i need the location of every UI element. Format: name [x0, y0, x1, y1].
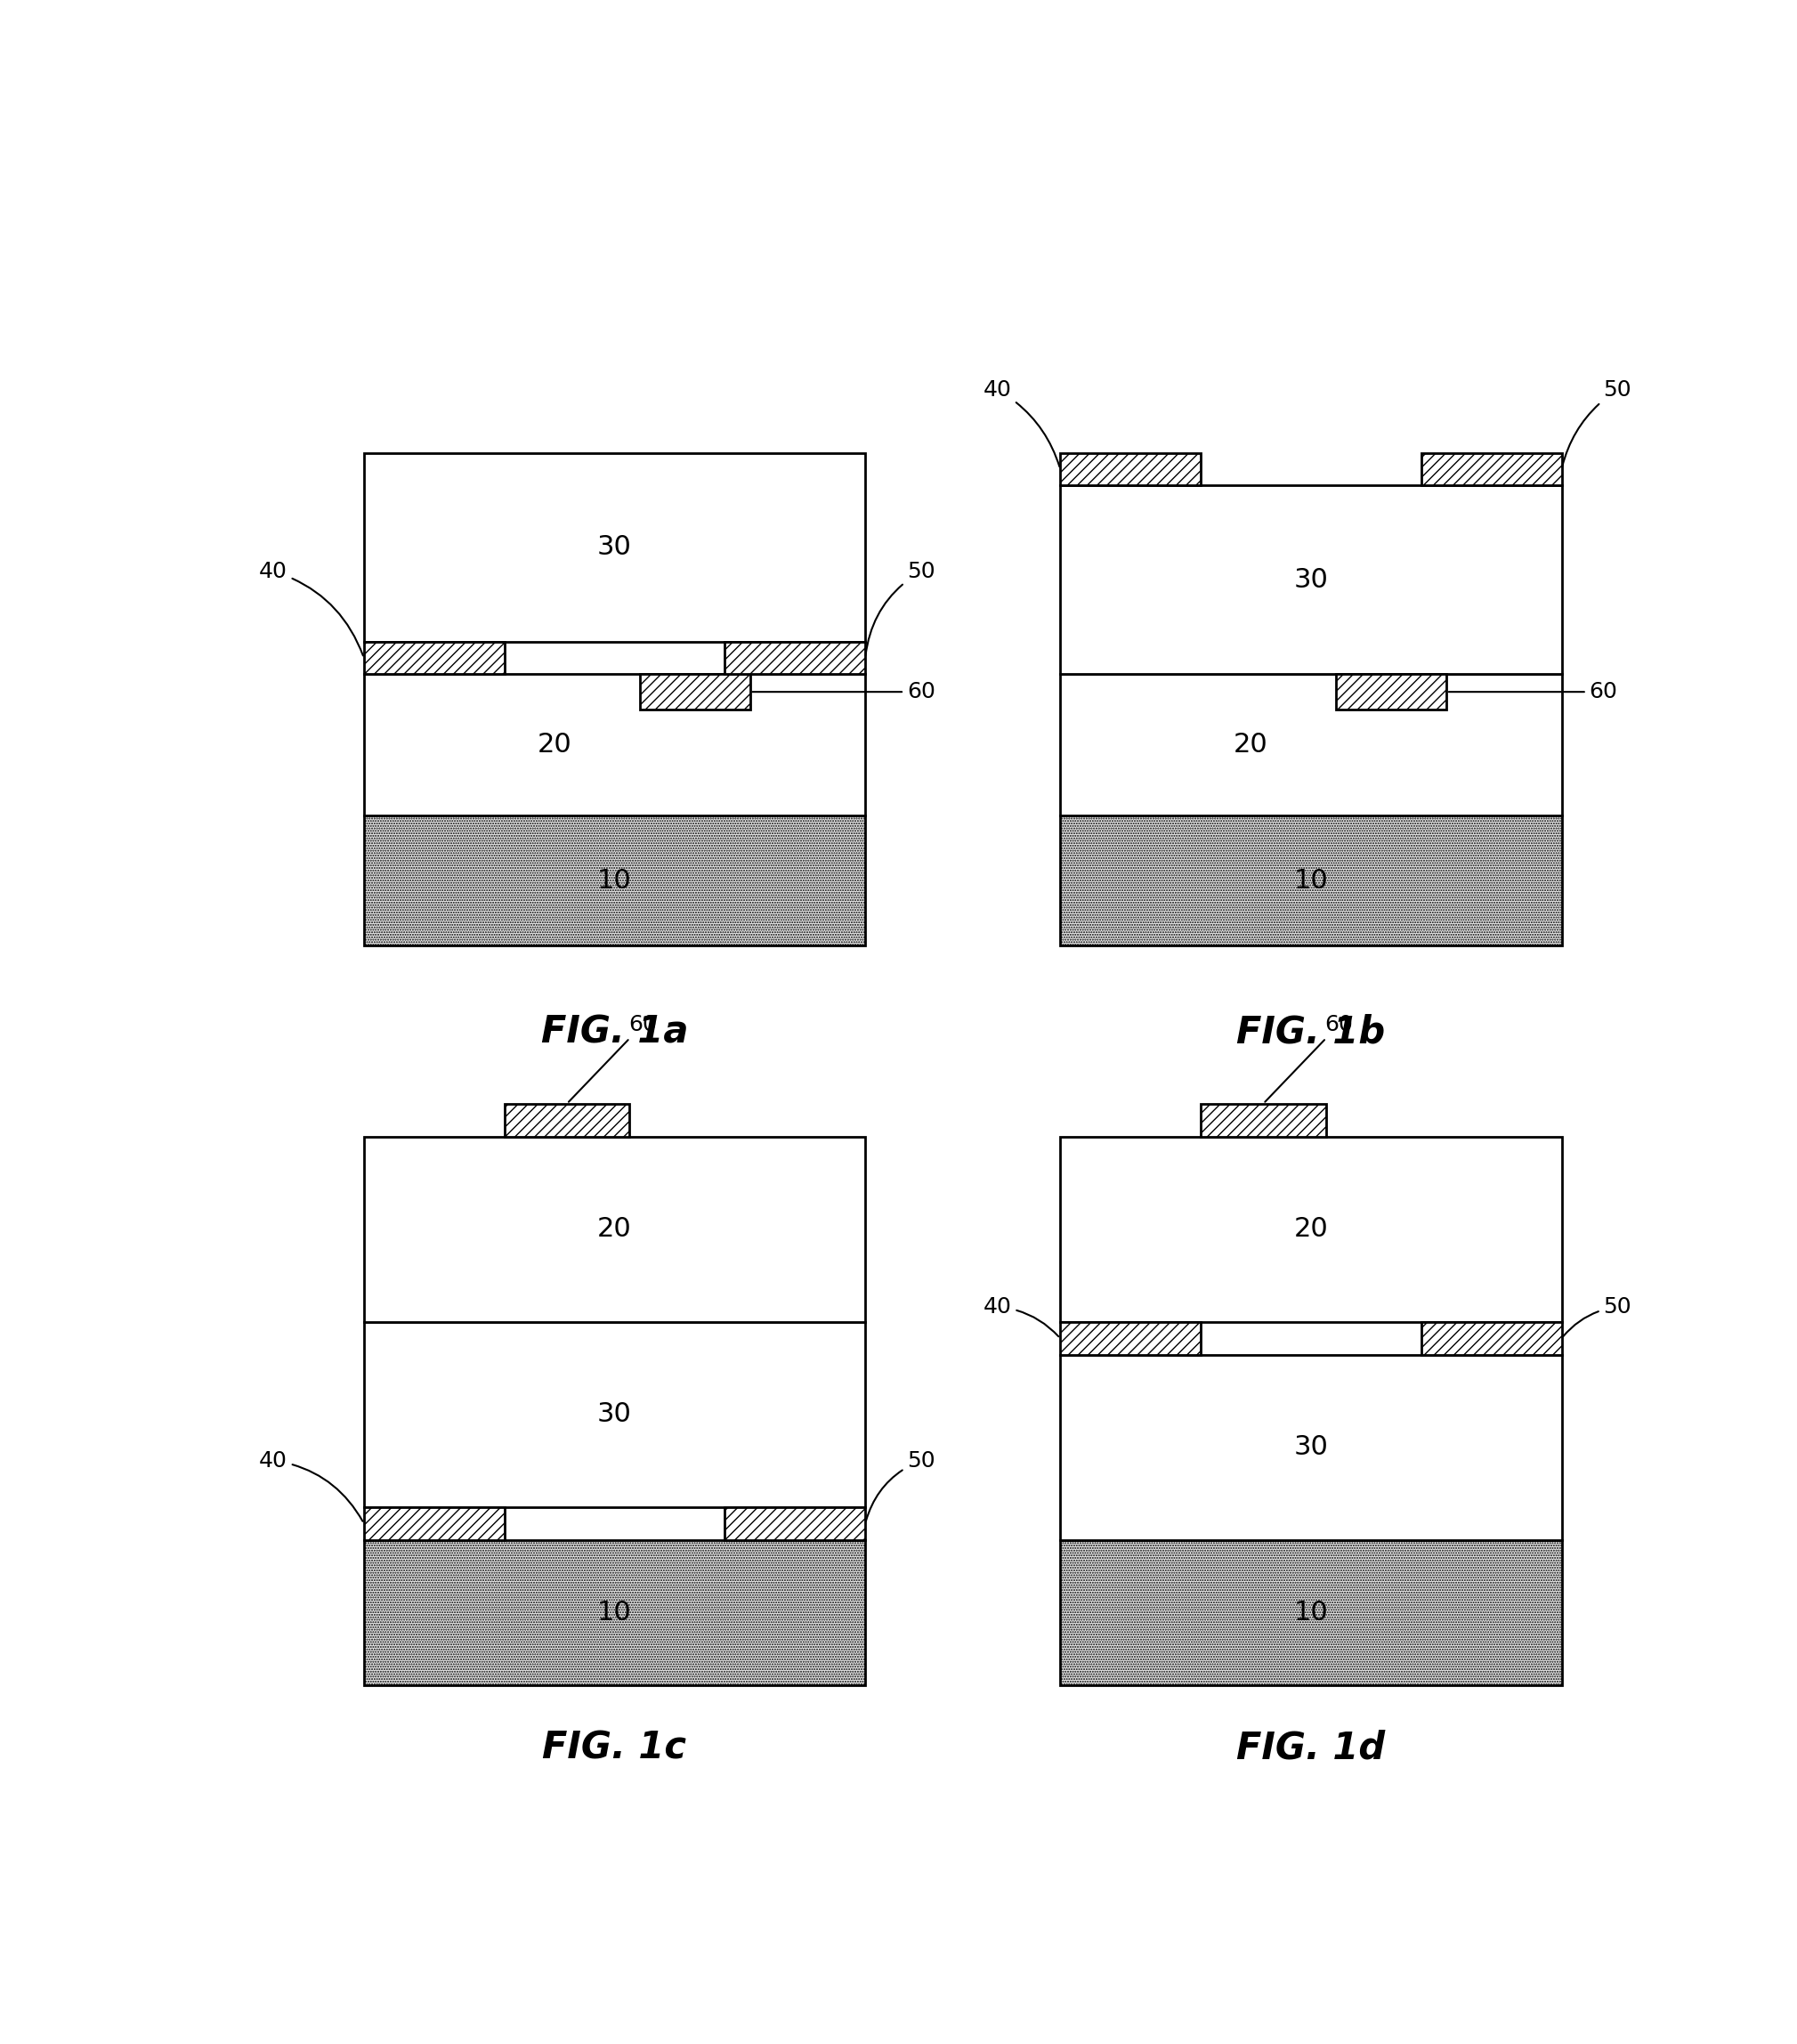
Text: 10: 10: [1294, 1600, 1328, 1625]
Text: 10: 10: [597, 869, 633, 893]
Text: 50: 50: [1563, 1296, 1632, 1337]
Text: 50: 50: [866, 1449, 934, 1521]
Bar: [1060, 816, 1562, 946]
Bar: [1335, 675, 1447, 709]
Bar: [365, 454, 866, 642]
Text: 50: 50: [866, 560, 934, 656]
Bar: [365, 1506, 505, 1539]
Text: 40: 40: [983, 1296, 1058, 1337]
Bar: [724, 1506, 866, 1539]
Bar: [365, 675, 866, 816]
Bar: [365, 1136, 866, 1322]
Bar: [365, 642, 505, 675]
Text: FIG. 1b: FIG. 1b: [1236, 1014, 1385, 1051]
Bar: [1200, 1104, 1326, 1136]
Text: 10: 10: [1294, 869, 1328, 893]
Text: 30: 30: [597, 533, 633, 560]
Bar: [1060, 1355, 1562, 1539]
Text: 40: 40: [983, 380, 1060, 466]
Bar: [1421, 454, 1562, 484]
Bar: [365, 1539, 866, 1686]
Text: 30: 30: [597, 1402, 633, 1427]
Bar: [1060, 1539, 1562, 1686]
Bar: [365, 1322, 866, 1506]
Text: FIG. 1c: FIG. 1c: [543, 1729, 686, 1766]
Bar: [505, 1104, 629, 1136]
Text: 30: 30: [1294, 566, 1328, 593]
Bar: [1060, 484, 1562, 675]
Text: 20: 20: [537, 732, 571, 758]
Text: 60: 60: [1448, 681, 1617, 703]
Text: 60: 60: [568, 1014, 656, 1102]
Text: 20: 20: [597, 1216, 633, 1243]
Bar: [1421, 1322, 1562, 1355]
Text: FIG. 1a: FIG. 1a: [541, 1014, 688, 1051]
Bar: [640, 675, 749, 709]
Bar: [1060, 1136, 1562, 1322]
Text: 40: 40: [259, 1449, 363, 1521]
Text: 60: 60: [1265, 1014, 1353, 1102]
Text: FIG. 1d: FIG. 1d: [1236, 1729, 1385, 1766]
Bar: [1060, 675, 1562, 816]
Bar: [1060, 454, 1200, 484]
Bar: [724, 642, 866, 675]
Text: 20: 20: [1294, 1216, 1328, 1243]
Text: 20: 20: [1233, 732, 1269, 758]
Text: 50: 50: [1562, 380, 1632, 466]
Bar: [365, 816, 866, 946]
Text: 40: 40: [259, 560, 363, 656]
Text: 10: 10: [597, 1600, 633, 1625]
Text: 60: 60: [753, 681, 934, 703]
Text: 30: 30: [1294, 1435, 1328, 1459]
Bar: [1060, 1322, 1200, 1355]
